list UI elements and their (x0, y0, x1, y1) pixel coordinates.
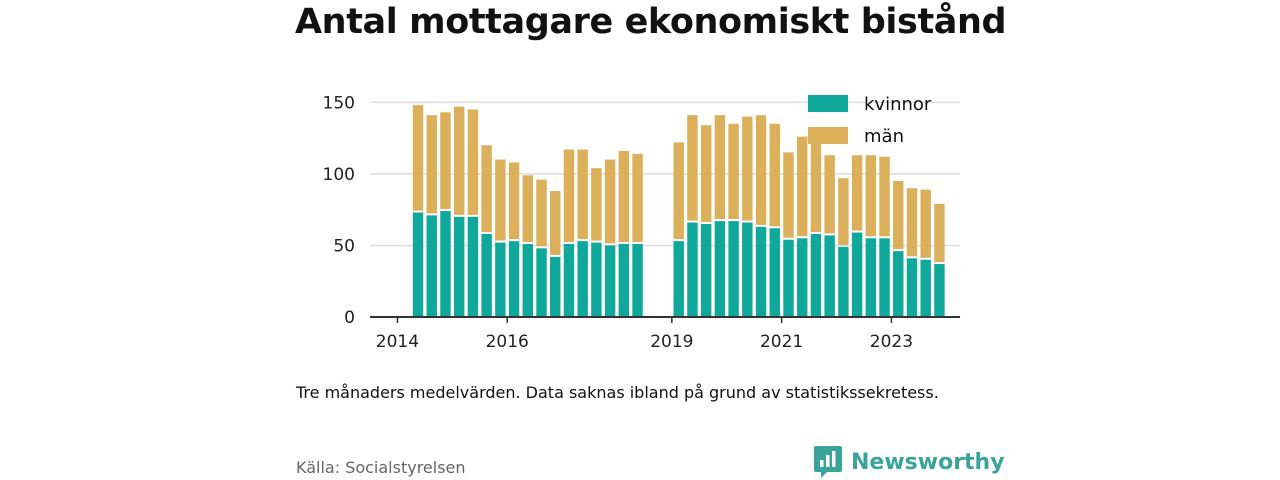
bar-man[interactable] (440, 112, 451, 210)
bar-kvinnor[interactable] (632, 244, 643, 317)
bar-kvinnor[interactable] (838, 246, 849, 317)
bar-kvinnor[interactable] (920, 259, 931, 317)
bar-man[interactable] (426, 115, 437, 214)
bar-kvinnor[interactable] (591, 242, 602, 317)
bar-kvinnor[interactable] (440, 211, 451, 317)
bar-kvinnor[interactable] (769, 228, 780, 317)
x-tick-label: 2021 (760, 332, 803, 352)
bar-kvinnor[interactable] (550, 256, 561, 317)
bar-kvinnor[interactable] (824, 235, 835, 317)
bar-man[interactable] (508, 162, 520, 240)
bars (412, 105, 945, 317)
bar-kvinnor[interactable] (893, 251, 904, 317)
x-tick-label: 2014 (376, 332, 419, 352)
bar-kvinnor[interactable] (673, 241, 684, 317)
bar-man[interactable] (851, 155, 863, 231)
bar-kvinnor[interactable] (934, 264, 945, 317)
bar-kvinnor[interactable] (755, 226, 767, 317)
bar-kvinnor[interactable] (796, 238, 808, 317)
bar-man[interactable] (879, 156, 890, 237)
bar-man[interactable] (495, 159, 506, 241)
bar-kvinnor[interactable] (467, 216, 479, 317)
bar-kvinnor[interactable] (714, 221, 726, 317)
bar-man[interactable] (481, 145, 492, 232)
bar-man[interactable] (796, 136, 808, 237)
bar-kvinnor[interactable] (700, 223, 712, 317)
bar-kvinnor[interactable] (508, 241, 520, 317)
bar-man[interactable] (591, 168, 602, 241)
y-tick-label: 100 (323, 165, 355, 185)
bar-man[interactable] (769, 123, 780, 227)
bar-kvinnor[interactable] (865, 238, 877, 317)
bar-man[interactable] (604, 159, 616, 244)
bar-kvinnor[interactable] (783, 239, 794, 317)
bar-kvinnor[interactable] (742, 222, 753, 317)
bar-man[interactable] (467, 109, 479, 215)
x-tick-label: 2016 (486, 332, 529, 352)
legend-label: män (864, 126, 904, 147)
newsworthy-logo-icon (814, 446, 842, 478)
bar-kvinnor[interactable] (604, 245, 616, 317)
bar-kvinnor[interactable] (906, 258, 918, 317)
bar-kvinnor[interactable] (481, 233, 492, 317)
bar-man[interactable] (550, 191, 561, 255)
bar-man[interactable] (742, 116, 753, 221)
bar-man[interactable] (824, 155, 835, 234)
bar-man[interactable] (838, 178, 849, 245)
bar-kvinnor[interactable] (495, 242, 506, 317)
bar-man[interactable] (522, 175, 534, 243)
bar-man[interactable] (563, 149, 575, 243)
bar-man[interactable] (893, 181, 904, 250)
bar-man[interactable] (865, 155, 877, 237)
y-tick-label: 0 (344, 308, 355, 328)
legend: kvinnor män (808, 94, 932, 147)
x-tick-label: 2019 (650, 332, 693, 352)
bar-kvinnor[interactable] (810, 233, 822, 317)
bar-man[interactable] (934, 203, 945, 263)
bar-man[interactable] (412, 105, 424, 211)
bar-kvinnor[interactable] (851, 232, 863, 317)
bar-man[interactable] (632, 153, 643, 243)
y-tick-label: 50 (333, 236, 355, 256)
bar-man[interactable] (714, 115, 726, 220)
bar-man[interactable] (810, 138, 822, 232)
bar-kvinnor[interactable] (618, 244, 630, 317)
legend-swatch-kvinnor (808, 95, 848, 112)
legend-label: kvinnor (864, 94, 932, 115)
bar-kvinnor[interactable] (522, 244, 534, 317)
bar-kvinnor[interactable] (426, 215, 437, 317)
bar-kvinnor[interactable] (577, 241, 588, 317)
bar-man[interactable] (783, 152, 794, 238)
bar-man[interactable] (673, 142, 684, 240)
bar-man[interactable] (618, 150, 630, 243)
bar-man[interactable] (906, 188, 918, 257)
stacked-bar-chart: 0 50 100 150 2014 2016 2019 2021 2023 kvinnor män (323, 93, 960, 352)
bar-man[interactable] (755, 115, 767, 225)
bar-kvinnor[interactable] (563, 244, 575, 317)
source-text: Källa: Socialstyrelsen (296, 458, 466, 477)
bar-man[interactable] (920, 189, 931, 258)
chart-note: Tre månaders medelvärden. Data saknas ib… (296, 383, 939, 402)
bar-man[interactable] (687, 115, 698, 221)
bar-kvinnor[interactable] (879, 238, 890, 317)
legend-swatch-man (808, 127, 848, 144)
y-tick-label: 150 (323, 93, 355, 113)
brand-name: Newsworthy (851, 449, 1005, 475)
bar-man[interactable] (453, 106, 465, 215)
newsworthy-brand[interactable]: Newsworthy (813, 445, 1005, 479)
bar-kvinnor[interactable] (728, 221, 739, 317)
bar-kvinnor[interactable] (687, 222, 698, 317)
x-tick-label: 2023 (870, 332, 913, 352)
bar-man[interactable] (577, 149, 588, 240)
bar-man[interactable] (536, 179, 547, 247)
bar-kvinnor[interactable] (412, 212, 424, 317)
bar-kvinnor[interactable] (453, 216, 465, 317)
axes: 0 50 100 150 2014 2016 2019 2021 2023 (323, 93, 960, 352)
bar-kvinnor[interactable] (536, 248, 547, 317)
bar-man[interactable] (728, 123, 739, 220)
bar-man[interactable] (700, 125, 712, 222)
chart-title: Antal mottagare ekonomiskt bistånd (295, 2, 1007, 42)
